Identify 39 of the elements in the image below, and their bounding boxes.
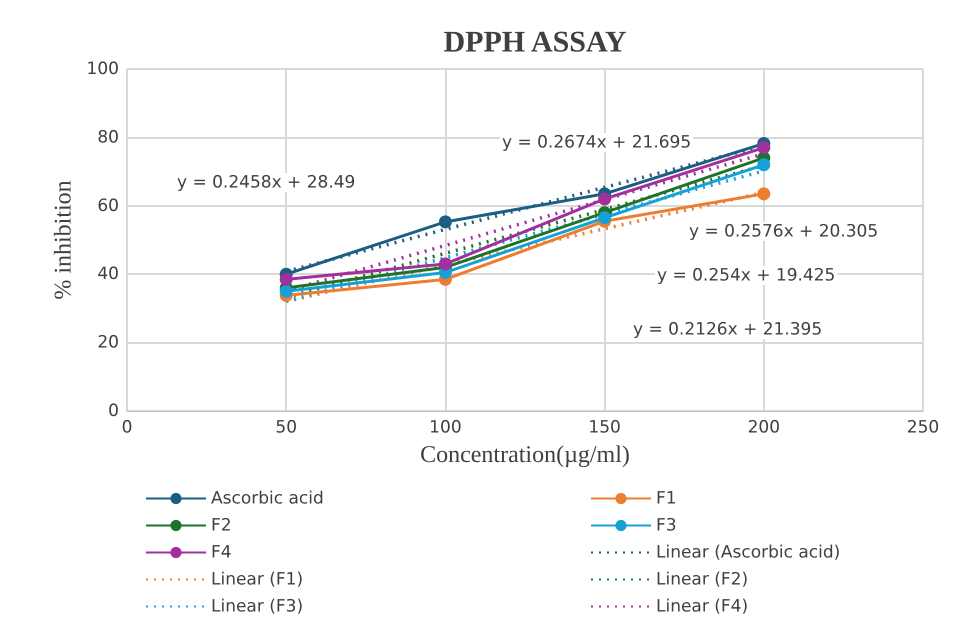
- legend-label: F1: [656, 488, 677, 508]
- y-tick-label: 100: [86, 59, 119, 79]
- x-tick-label: 200: [748, 418, 780, 438]
- y-tick-label: 40: [97, 264, 119, 284]
- legend-label: Linear (F4): [656, 596, 748, 616]
- legend-label: Linear (F2): [656, 570, 748, 590]
- legend-label: Linear (F1): [211, 570, 304, 590]
- point: [757, 141, 770, 154]
- legend-label: Linear (Ascorbic acid): [656, 542, 840, 562]
- y-tick-label: 60: [97, 196, 119, 216]
- x-axis-title: Concentration(µg/ml): [420, 442, 630, 468]
- y-axis-title: % inhibition: [50, 180, 77, 300]
- x-tick-label: 50: [275, 418, 298, 438]
- x-tick-label: 0: [122, 418, 132, 438]
- point: [598, 211, 612, 224]
- chart-title: DPPH ASSAY: [443, 26, 627, 58]
- annotation: y = 0.2458x + 28.49: [177, 172, 356, 192]
- annotation: y = 0.2674x + 21.695: [502, 132, 692, 152]
- point: [280, 272, 293, 286]
- legend-label: Linear (F3): [211, 596, 304, 616]
- legend-label: F4: [211, 542, 232, 562]
- point: [438, 257, 452, 270]
- x-tick-label: 100: [429, 418, 462, 438]
- legend-label: Ascorbic acid: [211, 488, 324, 508]
- legend-label: F3: [656, 516, 677, 536]
- point: [598, 192, 612, 206]
- point: [757, 187, 770, 200]
- point: [280, 284, 293, 298]
- annotation: y = 0.2126x + 21.395: [633, 320, 822, 340]
- y-tick-label: 20: [97, 332, 119, 353]
- annotation: y = 0.254x + 19.425: [657, 266, 836, 286]
- point: [438, 215, 452, 228]
- legend-label: F2: [211, 516, 232, 536]
- annotation: y = 0.2576x + 20.305: [689, 222, 878, 242]
- y-tick-label: 0: [108, 401, 119, 421]
- x-tick-label: 250: [906, 418, 940, 438]
- y-tick-label: 80: [97, 127, 119, 148]
- x-tick-label: 150: [588, 418, 621, 438]
- point: [757, 158, 770, 172]
